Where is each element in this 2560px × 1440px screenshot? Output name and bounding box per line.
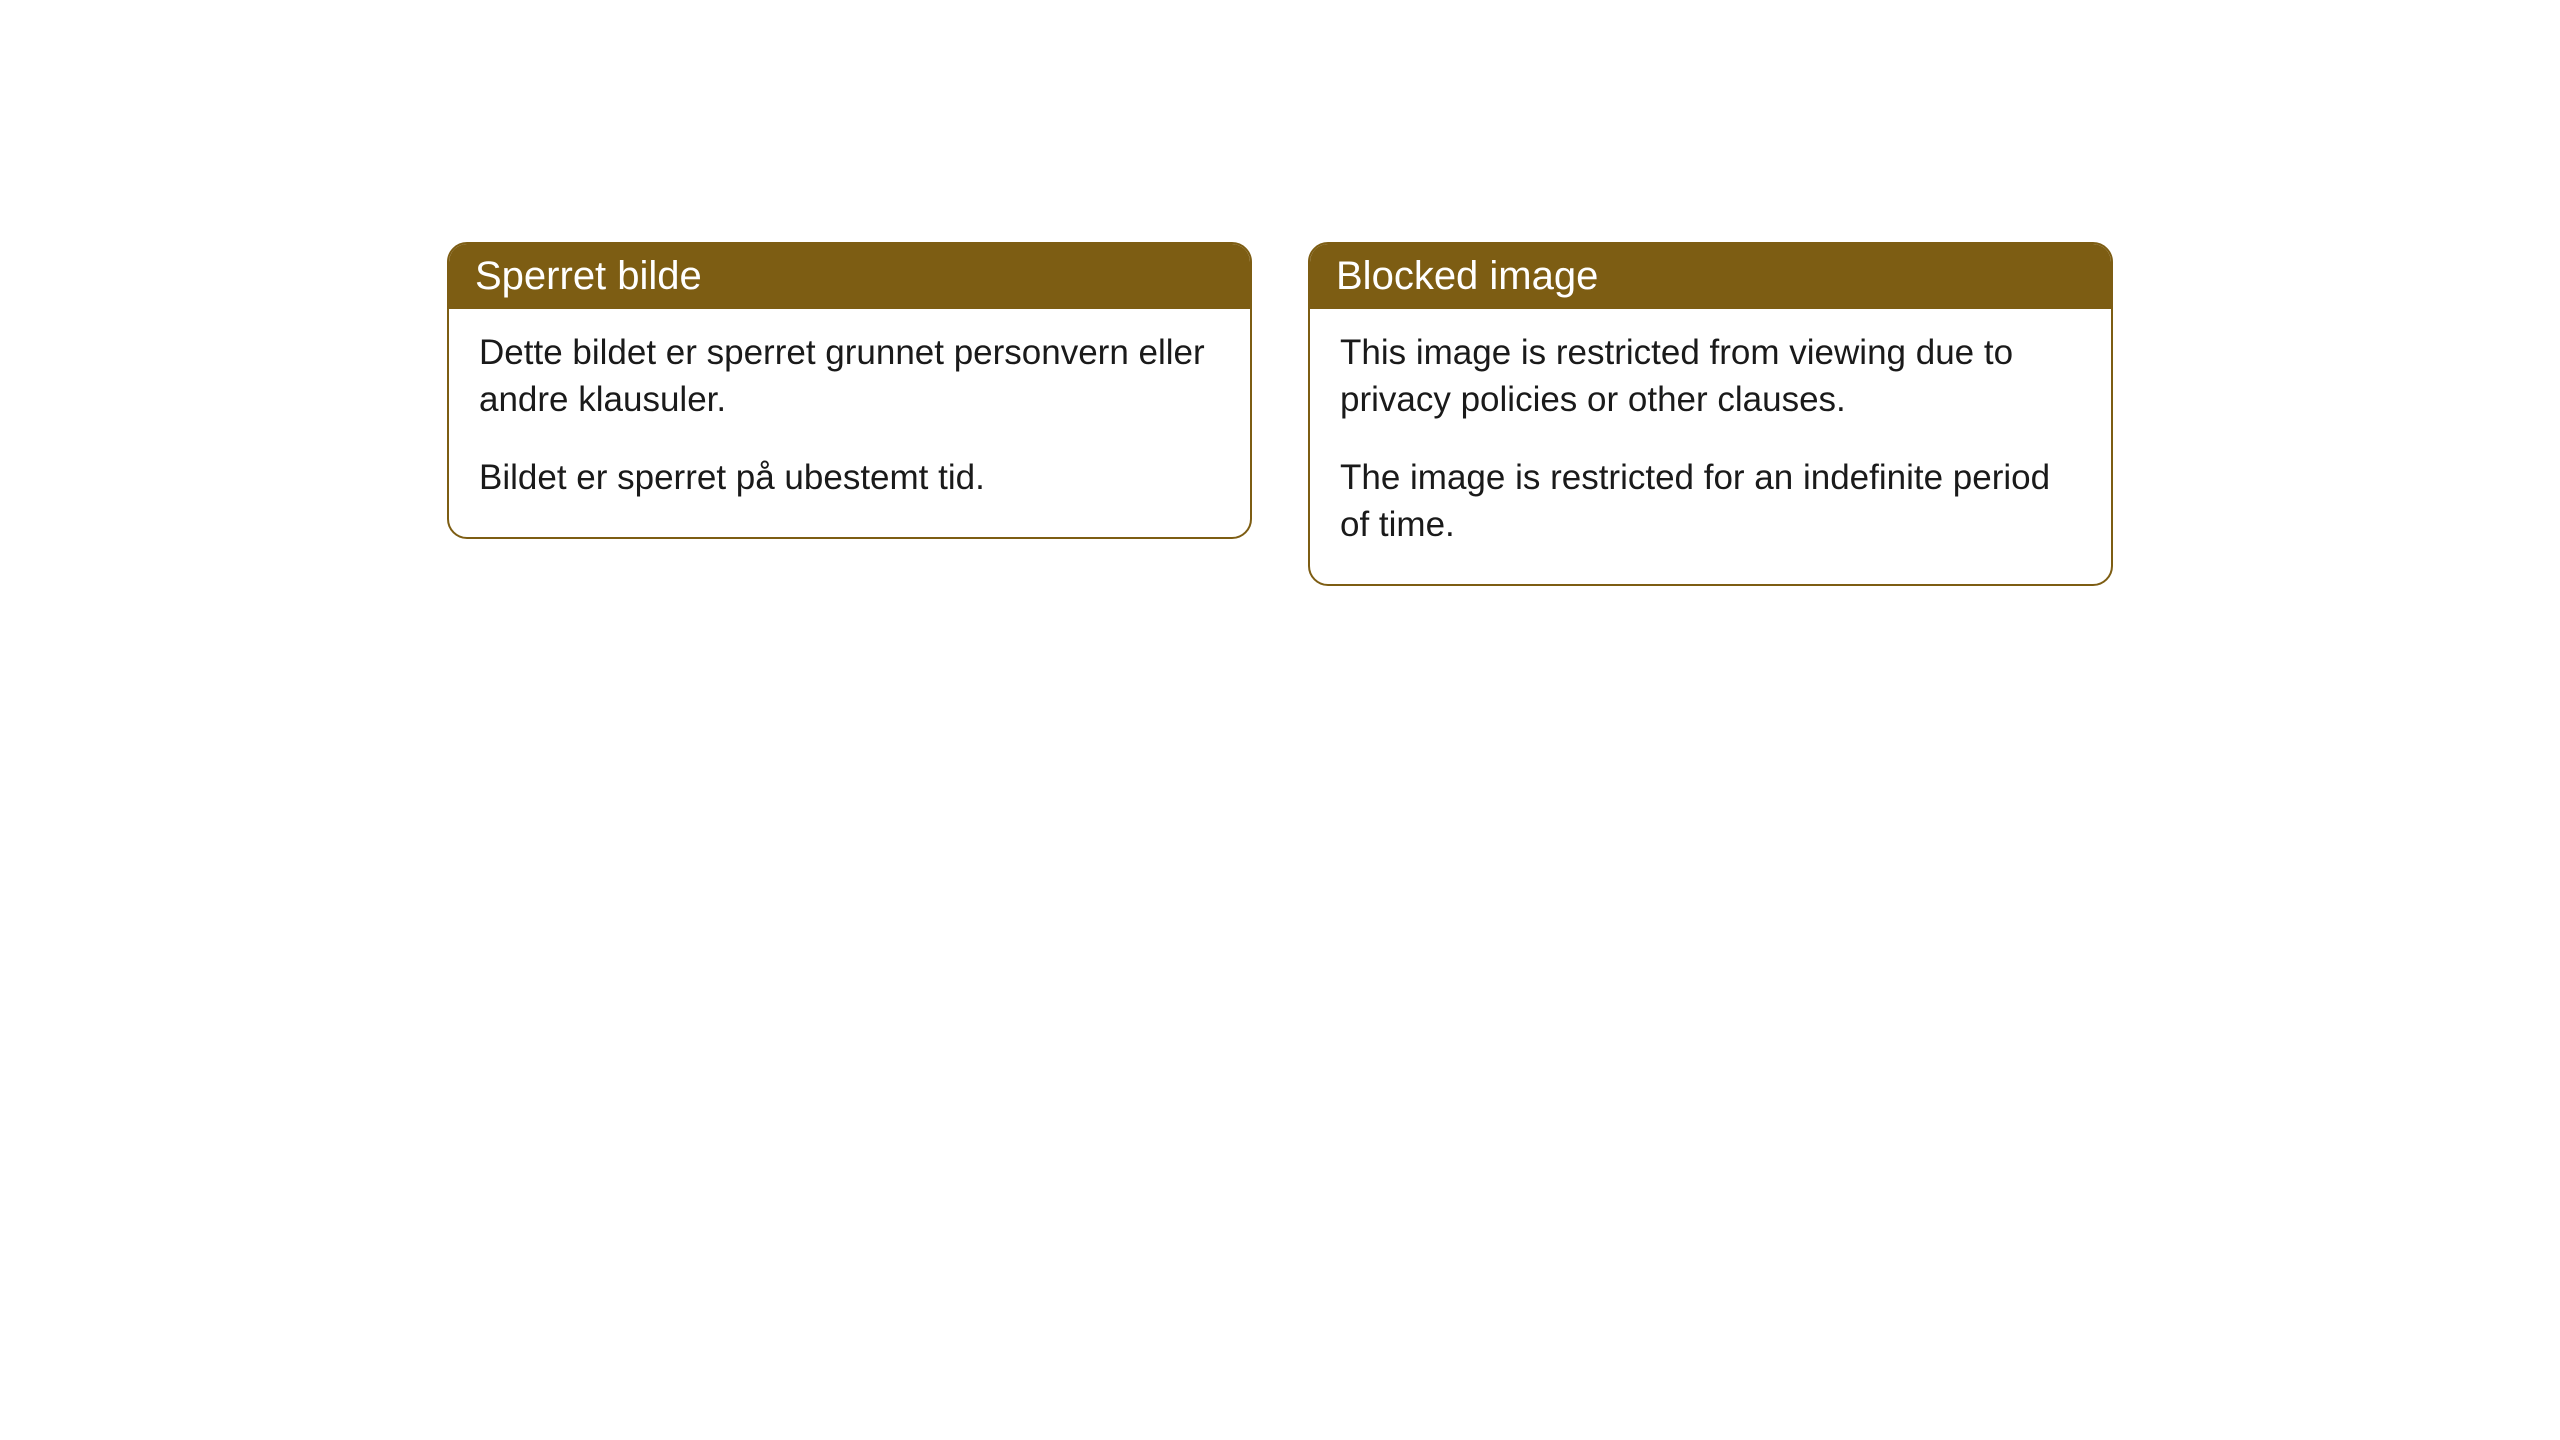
card-paragraph: Bildet er sperret på ubestemt tid. (479, 454, 1220, 501)
cards-container: Sperret bilde Dette bildet er sperret gr… (447, 242, 2113, 1440)
card-paragraph: This image is restricted from viewing du… (1340, 329, 2081, 424)
card-title: Blocked image (1336, 254, 1598, 298)
card-body: Dette bildet er sperret grunnet personve… (449, 309, 1250, 537)
blocked-image-card-norwegian: Sperret bilde Dette bildet er sperret gr… (447, 242, 1252, 539)
card-header: Blocked image (1310, 244, 2111, 309)
card-paragraph: The image is restricted for an indefinit… (1340, 454, 2081, 549)
card-body: This image is restricted from viewing du… (1310, 309, 2111, 584)
card-title: Sperret bilde (475, 254, 702, 298)
card-header: Sperret bilde (449, 244, 1250, 309)
card-paragraph: Dette bildet er sperret grunnet personve… (479, 329, 1220, 424)
blocked-image-card-english: Blocked image This image is restricted f… (1308, 242, 2113, 586)
